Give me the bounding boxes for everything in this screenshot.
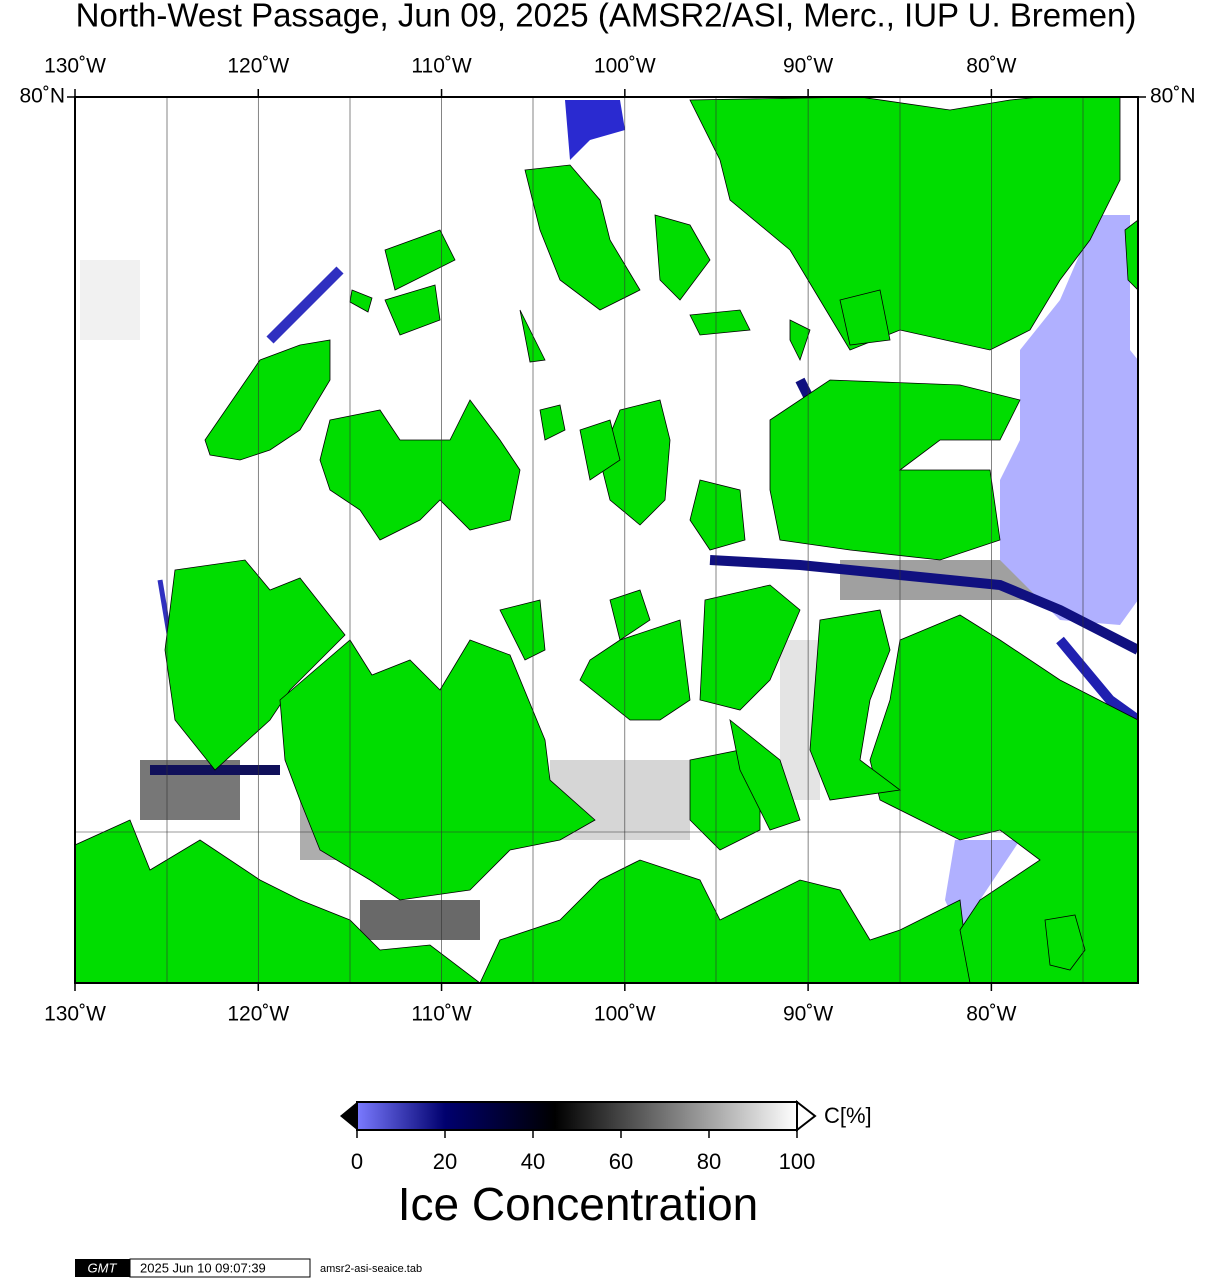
open-water [565,100,625,160]
colorbar-unit: C[%] [824,1103,872,1128]
lon-label: 120˚W [227,55,289,78]
footer: GMT 2025 Jun 10 09:07:39 amsr2-asi-seaic… [75,1258,422,1278]
gmt-logo-box [75,1259,130,1277]
open-water [1000,215,1138,625]
colorbar-tick-label: 80 [697,1149,721,1174]
lon-label: 80˚W [966,1003,1016,1026]
colorbar-tick-label: 40 [521,1149,545,1174]
colorbar: C[%] Ice Concentration 0 20 40 60 80 100 [340,1099,872,1230]
graticule [75,97,992,983]
lon-label: 120˚W [227,1003,289,1026]
colorbar-scale [356,1101,798,1131]
colorbar-ticks: 0 20 40 60 80 100 [351,1130,815,1174]
colorbar-over [796,1099,817,1133]
map-title: North-West Passage, Jun 09, 2025 (AMSR2/… [76,0,1137,34]
lon-label: 110˚W [411,1003,471,1026]
open-water [945,840,1020,935]
lon-label: 130˚W [44,1003,106,1026]
land [75,97,1138,983]
gmt-logo: GMT [88,1260,118,1275]
colorbar-tick-label: 0 [351,1149,363,1174]
colorbar-title: Ice Concentration [398,1178,759,1230]
colorbar-tick-label: 20 [433,1149,457,1174]
lat-label: 80˚N [19,85,65,108]
source-file: amsr2-asi-seaice.tab [320,1263,422,1275]
lon-label: 100˚W [594,55,656,78]
colorbar-tick-label: 60 [609,1149,633,1174]
lon-label: 130˚W [44,55,106,78]
map-area [75,97,1138,983]
timestamp: 2025 Jun 10 09:07:39 [140,1260,266,1275]
lon-label: 80˚W [966,55,1016,78]
map-frame [74,96,1139,984]
lon-label: 110˚W [411,55,471,78]
colorbar-tick-label: 100 [779,1149,816,1174]
lon-label: 90˚W [783,55,833,78]
colorbar-under [340,1102,357,1130]
unlabeled-graticule [75,97,1138,983]
lon-label: 90˚W [783,1003,833,1026]
lat-label: 80˚N [1150,85,1196,108]
lon-label: 100˚W [594,1003,656,1026]
timestamp-box [129,1258,311,1278]
map-ticks: 130˚W 130˚W 120˚W 120˚W 110˚W 110˚W 100˚W 100˚W… [19,55,1195,1026]
